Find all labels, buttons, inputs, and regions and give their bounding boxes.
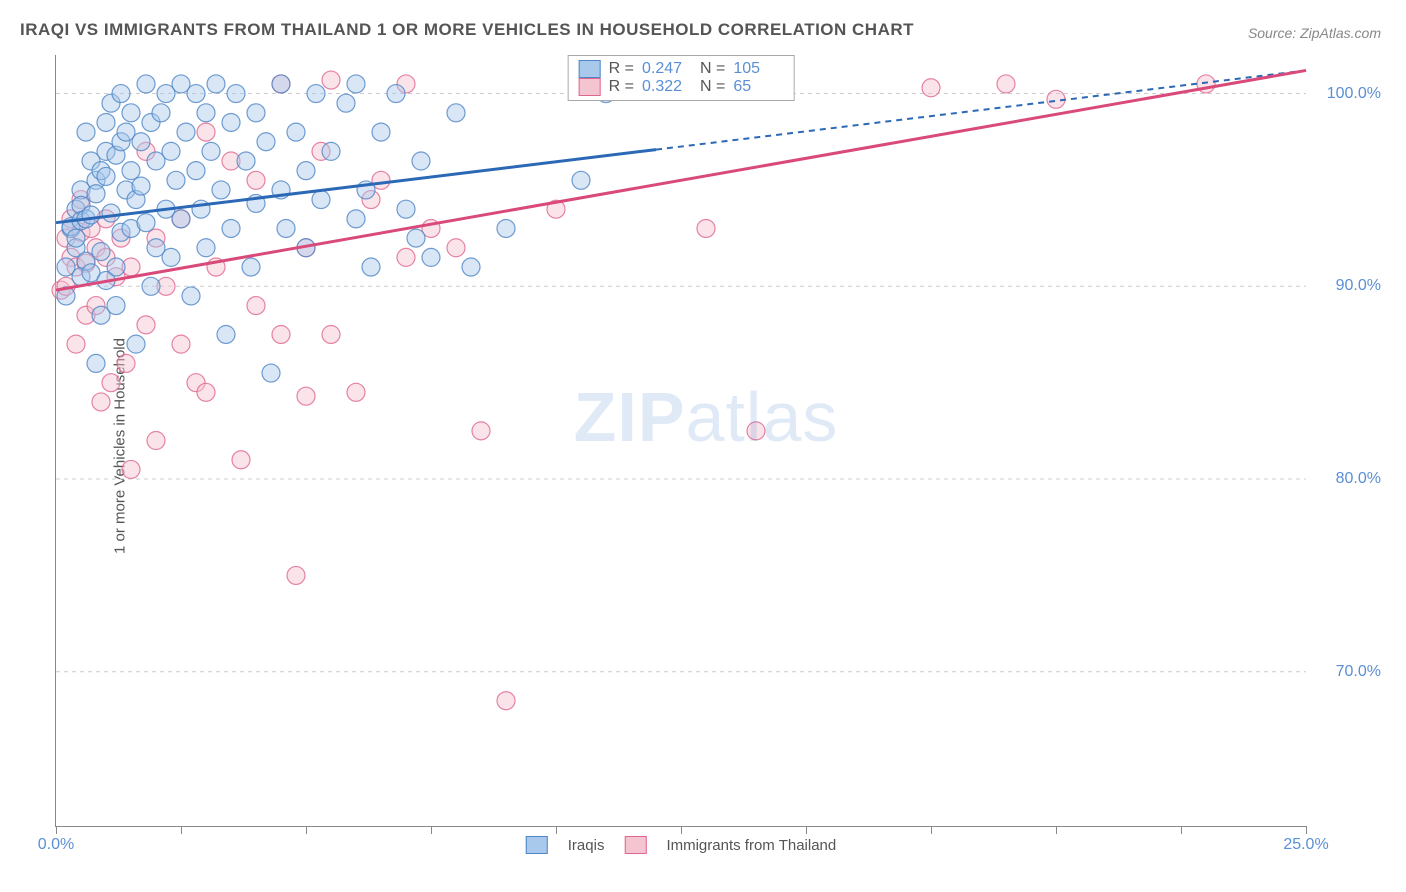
series-2-name: Immigrants from Thailand xyxy=(666,837,836,854)
swatch-series-2 xyxy=(579,78,601,96)
series-1-name: Iraqis xyxy=(568,837,605,854)
series-legend: Iraqis Immigrants from Thailand xyxy=(526,836,836,854)
swatch-bottom-2 xyxy=(624,836,646,854)
chart-title: IRAQI VS IMMIGRANTS FROM THAILAND 1 OR M… xyxy=(20,20,914,40)
y-tick-label: 100.0% xyxy=(1327,85,1381,103)
stats-row-1: R =0.247 N =105 xyxy=(579,60,784,78)
x-tick-label: 0.0% xyxy=(38,836,74,854)
y-tick-label: 90.0% xyxy=(1336,277,1381,295)
y-tick-label: 70.0% xyxy=(1336,663,1381,681)
stats-row-2: R =0.322 N =65 xyxy=(579,78,784,96)
swatch-bottom-1 xyxy=(526,836,548,854)
chart-plot-area: ZIPatlas R =0.247 N =105 R =0.322 N =65 … xyxy=(55,55,1306,827)
y-tick-label: 80.0% xyxy=(1336,470,1381,488)
x-tick-label: 25.0% xyxy=(1283,836,1328,854)
stats-legend: R =0.247 N =105 R =0.322 N =65 xyxy=(568,55,795,101)
swatch-series-1 xyxy=(579,60,601,78)
scatter-svg xyxy=(56,55,1306,826)
source-label: Source: ZipAtlas.com xyxy=(1248,25,1381,41)
